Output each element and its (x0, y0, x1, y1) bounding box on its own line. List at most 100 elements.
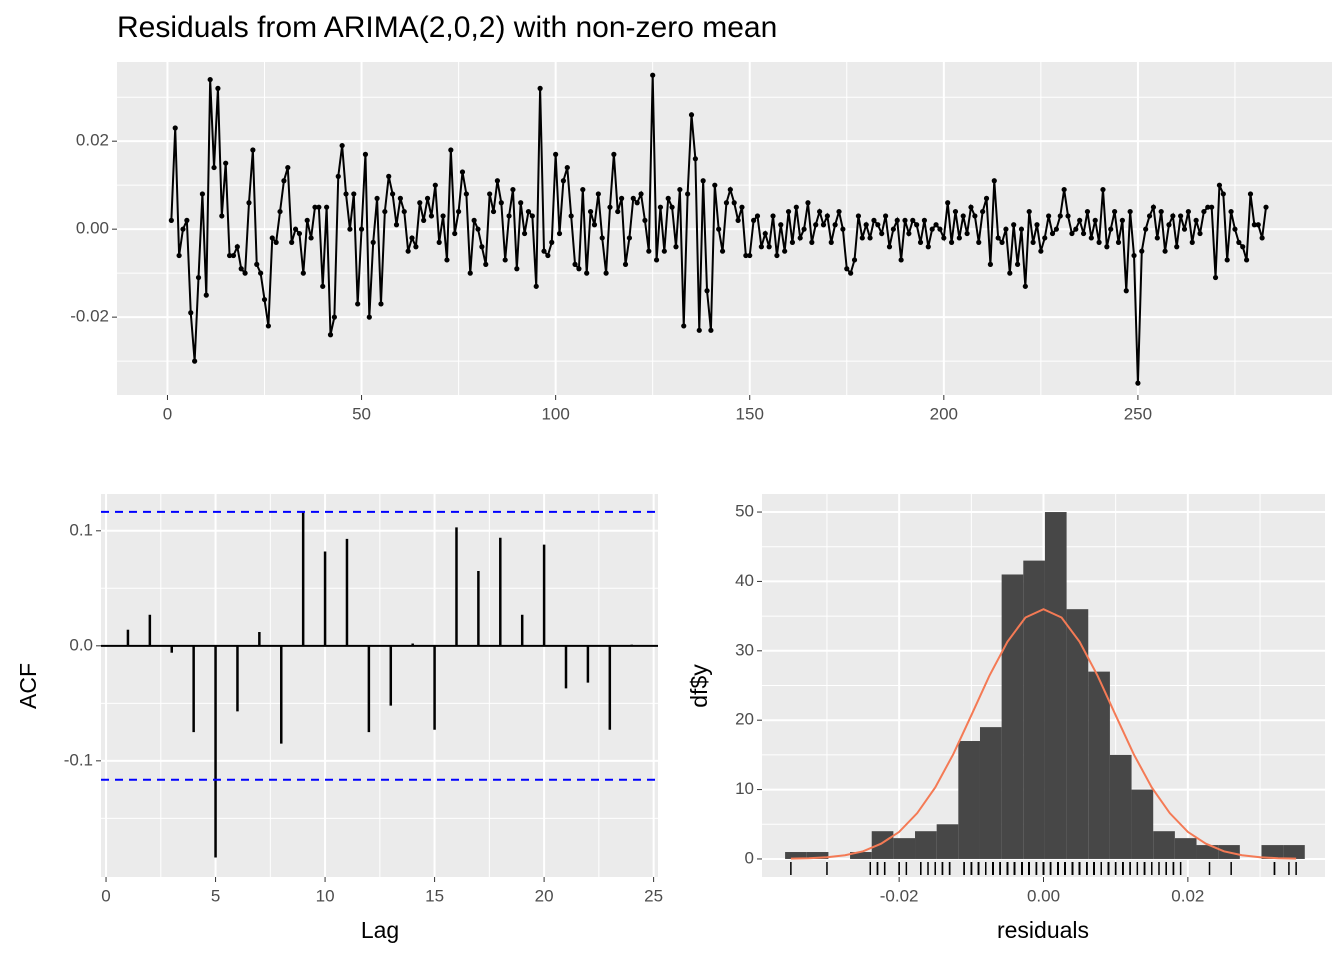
residual-point (421, 217, 427, 223)
residual-point (630, 195, 636, 201)
y-tick-label: 0.0 (69, 635, 93, 654)
residual-point (1065, 213, 1071, 219)
x-tick-label: 250 (1124, 404, 1152, 423)
residual-point (700, 178, 706, 184)
residual-point (1084, 208, 1091, 215)
residual-point (1146, 213, 1153, 219)
residual-point (564, 164, 570, 171)
x-tick-label: 0 (101, 886, 110, 905)
histogram-bar (1088, 671, 1110, 859)
residual-point (1244, 257, 1250, 263)
histogram-bar (958, 741, 980, 859)
residual-point (424, 195, 431, 201)
residual-point (269, 235, 275, 241)
x-tick-label: 5 (211, 886, 220, 905)
residual-point (1096, 239, 1102, 245)
histogram-bar (1196, 845, 1219, 859)
x-tick-label: 200 (930, 404, 958, 423)
residual-point (1115, 239, 1122, 245)
residual-point (440, 213, 446, 219)
residual-point (366, 314, 372, 320)
residual-point (390, 191, 396, 197)
residual-point (1112, 208, 1118, 215)
residual-point (603, 270, 609, 276)
residual-point (312, 204, 318, 210)
residual-point (743, 252, 749, 259)
residual-point (199, 191, 205, 197)
residual-point (331, 314, 337, 320)
histogram-bar (1261, 845, 1284, 859)
residual-point (1119, 217, 1125, 223)
x-axis-title: residuals (997, 917, 1089, 943)
x-tick-label: 0 (163, 404, 172, 423)
residual-point (265, 323, 271, 329)
residual-point (1185, 208, 1191, 215)
residual-point (723, 200, 730, 206)
residual-point (921, 217, 928, 223)
residual-point (215, 85, 221, 91)
residual-point (836, 208, 842, 215)
residual-point (828, 239, 834, 245)
residual-point (1061, 186, 1067, 193)
residual-point (813, 222, 819, 228)
residual-point (242, 270, 248, 276)
residual-point (1018, 226, 1025, 232)
residual-point (1046, 213, 1052, 219)
residual-point (968, 204, 974, 210)
residual-point (362, 151, 369, 157)
residual-point (1178, 213, 1184, 219)
residual-point (801, 226, 807, 232)
residual-point (405, 248, 411, 254)
residual-point (1131, 252, 1137, 259)
y-tick-label: -0.1 (64, 750, 93, 769)
residual-point (712, 182, 718, 188)
residual-point (607, 204, 613, 210)
residual-point (203, 292, 209, 298)
y-tick-label: 50 (735, 502, 754, 521)
residual-point (793, 204, 799, 210)
residual-point (882, 213, 889, 219)
residual-point (1069, 230, 1075, 237)
residual-point (735, 217, 741, 223)
residual-point (933, 222, 939, 228)
residual-point (619, 195, 625, 201)
residual-point (580, 186, 586, 193)
residual-point (1100, 186, 1106, 193)
residual-point (642, 217, 648, 223)
residual-point (657, 204, 664, 210)
residual-point (770, 213, 776, 219)
residual-point (250, 147, 256, 153)
residual-point (948, 239, 955, 245)
residual-point (863, 222, 869, 228)
residual-point (533, 283, 539, 289)
residual-point (991, 178, 997, 184)
residual-point (176, 252, 182, 259)
residual-point (1127, 208, 1133, 215)
residual-point (541, 248, 547, 254)
residual-point (894, 217, 900, 223)
residual-point (258, 270, 264, 276)
residual-point (871, 217, 877, 223)
x-tick-label: -0.02 (880, 886, 919, 905)
residual-point (886, 244, 893, 250)
residual-point (731, 200, 737, 206)
residual-point (525, 208, 532, 215)
residual-point (483, 261, 489, 267)
residual-point (246, 200, 252, 206)
x-tick-label: 20 (535, 886, 554, 905)
residual-point (851, 257, 858, 263)
residual-point (273, 239, 279, 245)
residual-point (1073, 226, 1079, 232)
residual-point (665, 195, 671, 201)
residual-point (502, 257, 508, 263)
residual-point (914, 222, 920, 228)
residual-point (599, 235, 605, 241)
residual-point (615, 208, 621, 215)
residual-point (999, 239, 1005, 245)
residual-point (281, 178, 287, 184)
residual-point (1251, 222, 1257, 228)
histogram-bar (1131, 789, 1154, 859)
residual-point (417, 200, 423, 206)
residual-point (692, 156, 698, 162)
residual-point (1092, 217, 1098, 223)
